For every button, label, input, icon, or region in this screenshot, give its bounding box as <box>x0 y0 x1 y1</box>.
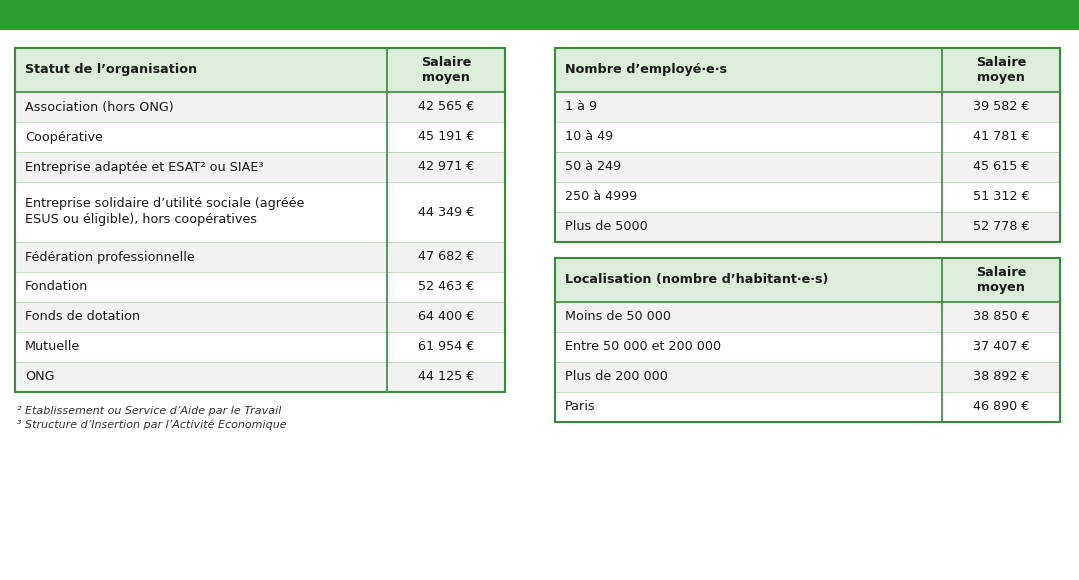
Bar <box>555 332 942 362</box>
Text: 38 892 €: 38 892 € <box>973 371 1029 383</box>
Bar <box>15 242 387 272</box>
Text: 10 à 49: 10 à 49 <box>565 130 613 143</box>
Bar <box>942 362 1060 392</box>
Text: Paris: Paris <box>565 401 596 414</box>
Text: Plus de 200 000: Plus de 200 000 <box>565 371 668 383</box>
Text: 50 à 249: 50 à 249 <box>565 161 622 173</box>
Bar <box>15 48 505 392</box>
Bar <box>387 122 505 152</box>
Text: Entreprise solidaire d’utilité sociale (agréée
ESUS ou éligible), hors coopérati: Entreprise solidaire d’utilité sociale (… <box>25 198 304 227</box>
Bar <box>15 302 387 332</box>
Text: Association (hors ONG): Association (hors ONG) <box>25 100 174 114</box>
Text: 37 407 €: 37 407 € <box>972 340 1029 353</box>
Text: Plus de 5000: Plus de 5000 <box>565 220 647 234</box>
Bar <box>942 332 1060 362</box>
Text: 41 781 €: 41 781 € <box>972 130 1029 143</box>
Bar <box>15 152 387 182</box>
Bar <box>555 48 1060 242</box>
Text: 1 à 9: 1 à 9 <box>565 100 597 114</box>
Bar <box>942 392 1060 422</box>
Text: 39 582 €: 39 582 € <box>973 100 1029 114</box>
Bar <box>15 362 387 392</box>
Bar <box>555 258 1060 422</box>
Text: Salaire
moyen: Salaire moyen <box>421 56 472 85</box>
Text: ³ Structure d’Insertion par l’Activité Economique: ³ Structure d’Insertion par l’Activité E… <box>17 420 287 430</box>
Bar <box>387 332 505 362</box>
Text: ² Etablissement ou Service d’Aide par le Travail: ² Etablissement ou Service d’Aide par le… <box>17 406 282 416</box>
Text: MOYENNE DES SALAIRES EN FONCTION DES CARACTERISTIQUES DE LA STRUCTURE: MOYENNE DES SALAIRES EN FONCTION DES CAR… <box>12 8 698 23</box>
Text: 44 125 €: 44 125 € <box>418 371 474 383</box>
Bar <box>387 182 505 242</box>
Bar <box>555 392 942 422</box>
Text: Salaire
moyen: Salaire moyen <box>975 56 1026 85</box>
Bar <box>942 258 1060 302</box>
Bar <box>387 242 505 272</box>
Text: ONG: ONG <box>25 371 55 383</box>
Bar <box>387 362 505 392</box>
Bar <box>15 122 387 152</box>
Text: 52 463 €: 52 463 € <box>418 281 474 293</box>
Bar <box>555 48 1060 242</box>
Bar <box>387 272 505 302</box>
Text: 45 615 €: 45 615 € <box>973 161 1029 173</box>
Bar <box>942 48 1060 92</box>
Bar <box>555 362 942 392</box>
Bar <box>555 212 942 242</box>
Bar <box>555 92 942 122</box>
Text: 45 191 €: 45 191 € <box>418 130 475 143</box>
Text: Salaire
moyen: Salaire moyen <box>975 266 1026 295</box>
Bar <box>942 122 1060 152</box>
Bar <box>15 182 387 242</box>
Bar <box>555 122 942 152</box>
Text: 51 312 €: 51 312 € <box>972 190 1029 204</box>
Text: 52 778 €: 52 778 € <box>972 220 1029 234</box>
Bar <box>555 258 942 302</box>
Text: 46 890 €: 46 890 € <box>973 401 1029 414</box>
Text: 61 954 €: 61 954 € <box>418 340 474 353</box>
Bar <box>0 0 1079 30</box>
Text: Mutuelle: Mutuelle <box>25 340 80 353</box>
Text: Statut de l’organisation: Statut de l’organisation <box>25 63 197 77</box>
Bar <box>387 92 505 122</box>
Text: Localisation (nombre d’habitant·e·s): Localisation (nombre d’habitant·e·s) <box>565 274 829 287</box>
Text: 42 565 €: 42 565 € <box>418 100 474 114</box>
Text: 64 400 €: 64 400 € <box>418 310 474 324</box>
Bar <box>555 182 942 212</box>
Text: Entre 50 000 et 200 000: Entre 50 000 et 200 000 <box>565 340 721 353</box>
Text: Nombre d’employé·e·s: Nombre d’employé·e·s <box>565 63 727 77</box>
Text: Entreprise adaptée et ESAT² ou SIAE³: Entreprise adaptée et ESAT² ou SIAE³ <box>25 161 263 173</box>
Bar <box>15 272 387 302</box>
Bar <box>555 48 942 92</box>
Text: 47 682 €: 47 682 € <box>418 251 474 263</box>
Bar <box>387 152 505 182</box>
Bar <box>15 48 387 92</box>
Bar <box>942 92 1060 122</box>
Text: 42 971 €: 42 971 € <box>418 161 474 173</box>
Bar <box>942 152 1060 182</box>
Bar <box>387 302 505 332</box>
Bar <box>555 152 942 182</box>
Text: 44 349 €: 44 349 € <box>418 205 474 219</box>
Text: 250 à 4999: 250 à 4999 <box>565 190 637 204</box>
Bar <box>942 182 1060 212</box>
Text: Fédération professionnelle: Fédération professionnelle <box>25 251 194 263</box>
Text: Fondation: Fondation <box>25 281 88 293</box>
Bar <box>15 48 505 392</box>
Text: Fonds de dotation: Fonds de dotation <box>25 310 140 324</box>
Bar <box>942 212 1060 242</box>
Bar <box>15 332 387 362</box>
Text: 38 850 €: 38 850 € <box>972 310 1029 324</box>
Bar <box>942 302 1060 332</box>
Bar <box>387 48 505 92</box>
Bar <box>555 258 1060 422</box>
Bar <box>15 92 387 122</box>
Text: Moins de 50 000: Moins de 50 000 <box>565 310 671 324</box>
Bar <box>555 302 942 332</box>
Text: Coopérative: Coopérative <box>25 130 103 143</box>
